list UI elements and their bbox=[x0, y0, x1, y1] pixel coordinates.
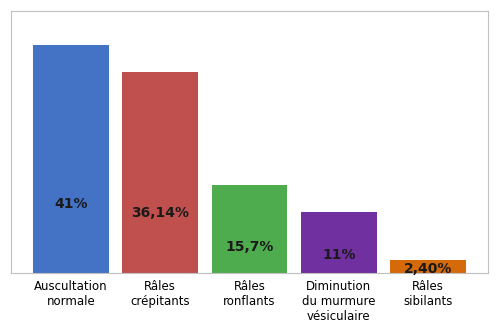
Bar bbox=[390, 260, 466, 273]
Text: 2,40%: 2,40% bbox=[404, 262, 453, 276]
Bar bbox=[33, 44, 109, 273]
Text: 41%: 41% bbox=[54, 197, 87, 211]
Text: 15,7%: 15,7% bbox=[226, 240, 273, 254]
Text: 36,14%: 36,14% bbox=[131, 205, 189, 219]
Bar bbox=[212, 185, 287, 273]
Text: 11%: 11% bbox=[322, 247, 356, 262]
Bar bbox=[122, 71, 198, 273]
Bar bbox=[301, 212, 377, 273]
